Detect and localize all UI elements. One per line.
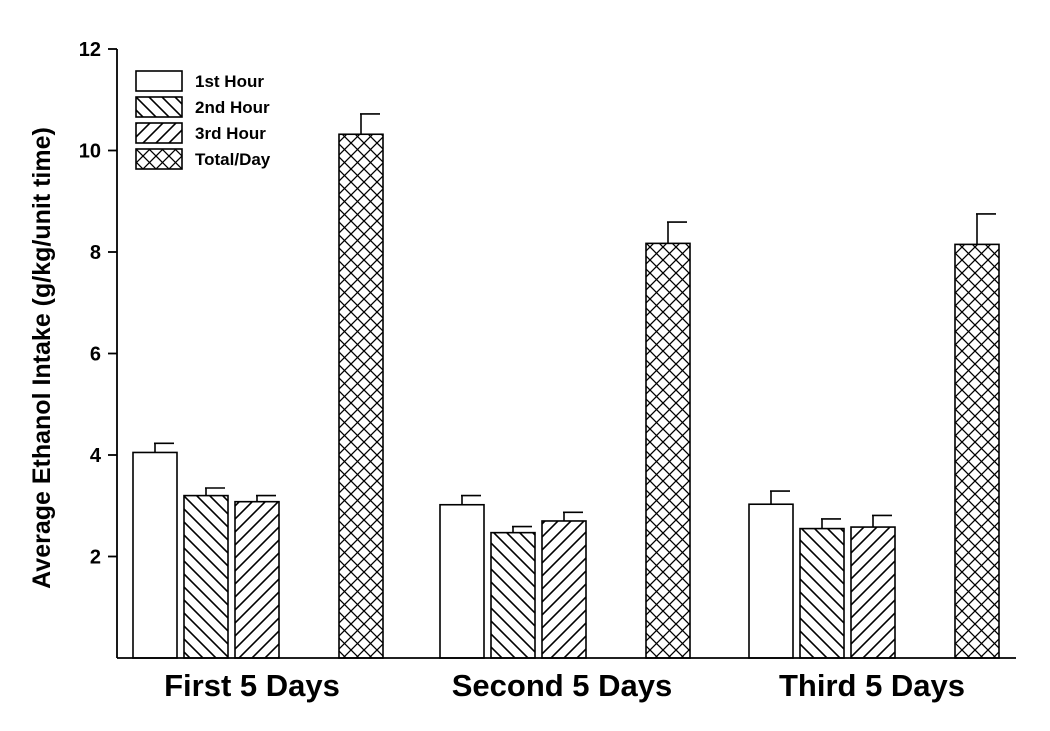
bar xyxy=(338,133,384,659)
bar xyxy=(645,242,691,659)
legend-label: Total/Day xyxy=(195,150,271,169)
legend-swatch xyxy=(135,70,183,92)
y-tick-label: 10 xyxy=(79,141,101,163)
legend-item: 3rd Hour xyxy=(135,122,266,144)
bar xyxy=(541,520,587,659)
bars xyxy=(132,113,1000,659)
y-axis-label: Average Ethanol Intake (g/kg/unit time) xyxy=(28,127,56,589)
bar xyxy=(132,451,178,659)
y-tick-label: 12 xyxy=(79,39,101,61)
bar-group xyxy=(748,213,1000,659)
y-axis: 2 4 6 8 10 12 xyxy=(79,39,118,658)
bar xyxy=(799,527,845,659)
x-tick-label: Second 5 Days xyxy=(452,668,673,703)
legend-swatch xyxy=(135,96,183,118)
x-axis: First 5 Days Second 5 Days Third 5 Days xyxy=(117,657,1016,703)
x-tick-label: First 5 Days xyxy=(164,668,340,703)
bar xyxy=(490,531,536,659)
y-tick-label: 8 xyxy=(90,242,101,264)
bar-group xyxy=(439,221,691,659)
bar xyxy=(183,494,229,659)
legend-swatch xyxy=(135,148,183,170)
legend-item: 1st Hour xyxy=(135,70,264,92)
bar-group xyxy=(132,113,384,659)
bar xyxy=(954,243,1000,659)
legend-label: 3rd Hour xyxy=(195,124,266,143)
legend-item: 2nd Hour xyxy=(135,96,270,118)
legend: 1st Hour 2nd Hour 3rd Hour Total/Day xyxy=(135,70,271,170)
legend-label: 1st Hour xyxy=(195,72,264,91)
bar xyxy=(234,500,280,659)
legend-item: Total/Day xyxy=(135,148,271,170)
legend-label: 2nd Hour xyxy=(195,98,270,117)
y-tick-label: 6 xyxy=(90,344,101,366)
bar xyxy=(439,503,485,659)
y-tick-label: 2 xyxy=(90,547,101,569)
bar xyxy=(850,526,896,659)
x-tick-label: Third 5 Days xyxy=(779,668,965,703)
y-tick-label: 4 xyxy=(90,445,102,467)
bar xyxy=(748,503,794,659)
legend-swatch xyxy=(135,122,183,144)
